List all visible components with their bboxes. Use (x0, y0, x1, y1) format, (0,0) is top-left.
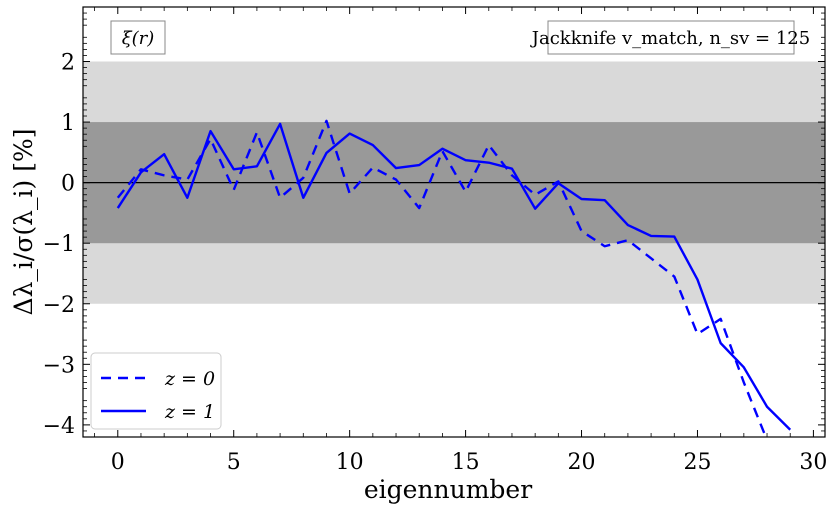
y-axis-label: Δλ_i/σ(λ_i) [%] (9, 129, 38, 316)
y-tick-label: −2 (43, 293, 75, 318)
y-tick-labels: 2 1 0 −1 −2 −3 −4 (43, 51, 75, 439)
x-tick-label: 30 (799, 450, 827, 475)
corner-label: ξ(r) (122, 28, 155, 49)
legend-label-z1: z = 1 (164, 401, 215, 423)
annotation-text: Jackknife v_match, n_sv = 125 (530, 28, 810, 49)
legend: z = 0 z = 1 (90, 352, 222, 430)
x-tick-label: 5 (227, 450, 241, 475)
x-tick-label: 15 (452, 450, 480, 475)
x-tick-label: 10 (336, 450, 364, 475)
series-layer (116, 119, 792, 437)
y-tick-label: −4 (43, 414, 75, 439)
y-tick-label: 1 (61, 111, 75, 136)
series-line-z1 (116, 122, 792, 431)
y-tick-label: 2 (61, 51, 75, 76)
legend-label-z0: z = 0 (164, 368, 215, 390)
x-tick-labels: 0 5 10 15 20 25 30 (111, 450, 828, 475)
x-tick-label: 0 (111, 450, 125, 475)
x-tick-label: 20 (568, 450, 596, 475)
x-axis-label: eigennumber (364, 475, 532, 504)
y-tick-label: −1 (43, 232, 75, 257)
plot-frame (82, 6, 826, 438)
annotation-box: Jackknife v_match, n_sv = 125 (530, 20, 810, 55)
x-tick-label: 25 (683, 450, 711, 475)
corner-label-box: ξ(r) (110, 20, 166, 55)
y-tick-label: 0 (61, 172, 75, 197)
axis-ticks (83, 7, 825, 437)
y-tick-label: −3 (43, 353, 75, 378)
